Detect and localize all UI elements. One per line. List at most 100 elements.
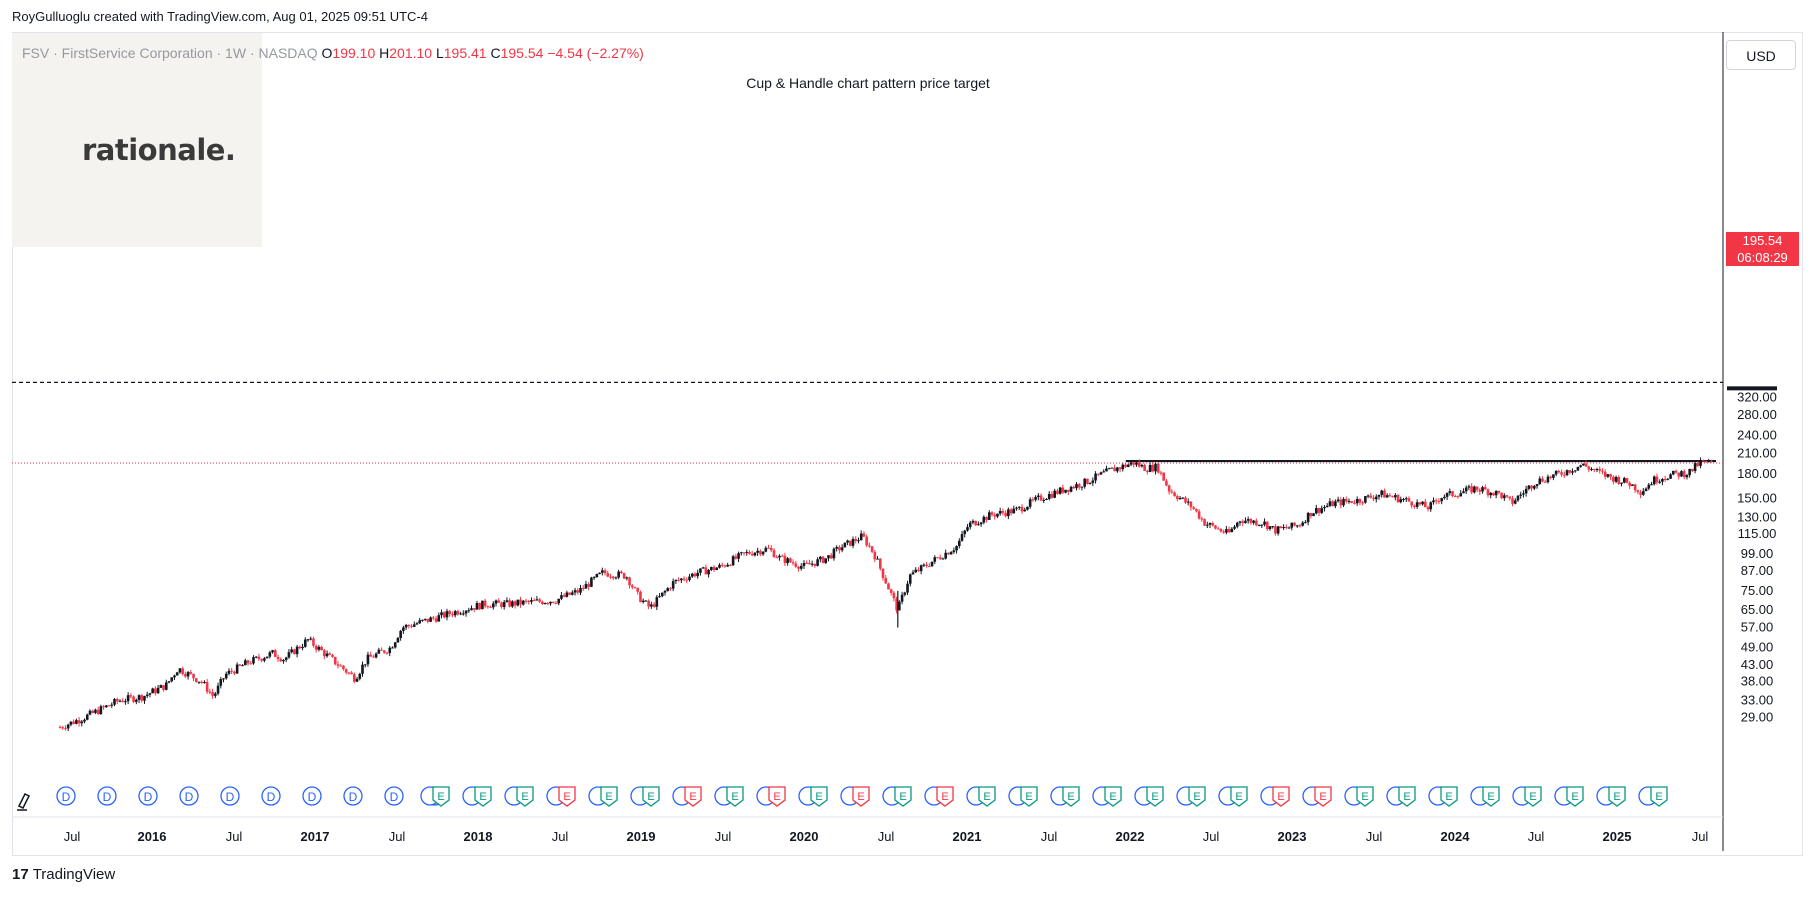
candle-body [1274,526,1277,534]
earnings-marker-letter: E [647,791,654,803]
candle-body [462,613,465,615]
dividend-marker-icon [220,786,240,806]
low-value: 195.41 [443,45,487,61]
candle-body [521,600,525,605]
candle-body [805,562,808,564]
candle-body [181,668,184,675]
earnings-marker-icon [1146,786,1164,807]
candle-body [175,672,179,676]
candle-body [1094,473,1097,481]
dividend-marker-letter: D [308,790,317,804]
candle-body [1513,500,1517,504]
candle-body [323,650,326,657]
candle-body [1598,469,1602,471]
earnings-marker-icon [1104,786,1122,807]
candle-body [1456,496,1460,498]
high-label: H [379,45,390,61]
candle-body [1437,501,1441,503]
candle-body [1067,489,1070,492]
candle-body [1061,487,1065,493]
candle-body [704,567,708,575]
candle-body [1595,469,1599,471]
candle-body [99,706,103,715]
candle-body [464,610,468,614]
candle-body [966,527,969,531]
candle-body [958,540,961,547]
candle-body [1391,496,1394,498]
candle-body [584,584,588,589]
candle-body [846,540,849,543]
y-tick-label: 49.00 [1741,640,1774,655]
candle-body [328,653,332,655]
x-tick-label: 2024 [1441,829,1471,844]
x-tick-label: 2021 [953,829,982,844]
candle-body [671,581,675,589]
candle-body [710,566,713,570]
candle-body [404,625,408,628]
candle-body [1225,529,1228,533]
candle-body [1663,479,1667,481]
candle-body [1475,486,1479,490]
candle-body [1557,471,1561,473]
drawing-tool-icon [17,792,31,811]
candle-body [977,524,980,526]
earnings-marker-icon [642,786,660,807]
candle-body [1628,482,1631,486]
candle-body [1669,474,1672,479]
candle-body [941,558,945,560]
candle-body [339,665,342,667]
candle-body [396,637,400,643]
candle-body [1402,499,1405,501]
candle-body [655,597,659,607]
candle-body [197,681,201,683]
candle-body [1633,484,1637,491]
x-tick-label: Jul [1692,829,1709,844]
candle-body [148,693,152,695]
candle-body [1396,495,1400,503]
candle-body [366,654,370,665]
candle-body [91,710,95,713]
candle-body [1355,499,1359,504]
candle-body [688,576,691,581]
candle-body [723,565,727,567]
candle-body [453,611,457,616]
candle-body [680,578,683,581]
candle-body [843,542,847,548]
candle-body [434,618,438,622]
currency-button[interactable]: USD [1726,40,1796,70]
earnings-marker-letter: E [1025,791,1032,803]
candle-body [878,558,882,569]
candle-body [331,654,334,657]
candle-body [1241,521,1245,524]
candle-body [914,569,918,573]
candle-body [868,545,871,547]
candle-body [132,696,135,702]
candle-body [1334,501,1337,507]
candle-body [938,557,942,559]
candle-body [1323,506,1326,509]
candle-body [1680,471,1683,477]
candle-body [620,571,623,574]
candle-body [1271,526,1275,528]
candle-body [968,522,972,528]
candle-body [1050,493,1054,498]
candle-body [423,618,427,620]
candle-body [862,533,866,537]
candle-body [979,522,983,525]
candle-body [1058,487,1062,494]
close-label: C [490,45,501,61]
dividend-marker-icon [138,786,158,806]
tradingview-logo[interactable]: 17 TradingView [12,866,115,883]
candle-body [1306,513,1310,523]
candle-body [1293,522,1296,526]
candle-body [1162,472,1165,481]
candle-body [151,688,154,694]
candle-body [1617,477,1621,484]
candle-body [219,679,223,686]
candle-body [186,672,190,677]
candle-body [693,573,697,577]
candle-body [173,675,176,678]
x-tick-label: Jul [715,829,732,844]
candle-body [1004,512,1007,517]
